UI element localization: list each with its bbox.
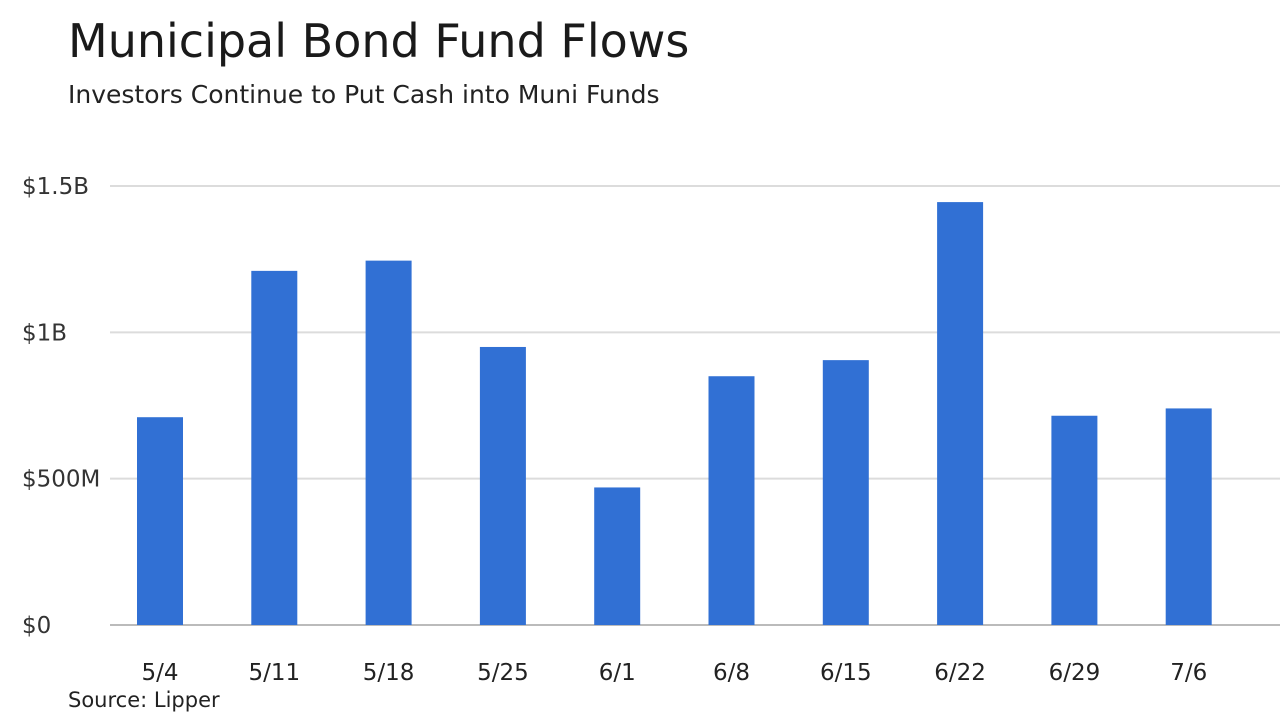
bar [479,346,526,625]
x-tick-label: 5/11 [248,660,300,686]
bar [937,202,984,625]
y-tick-label: $0 [22,613,51,639]
bar [137,417,183,625]
bar [1165,408,1212,625]
chart-title: Municipal Bond Fund Flows [68,14,690,68]
bar [365,260,412,625]
x-tick-label: 5/18 [363,660,415,686]
y-tick-label: $1.5B [22,174,89,200]
x-tick-label: 6/15 [820,660,872,686]
x-tick-label: 7/6 [1170,660,1207,686]
x-tick-label: 5/25 [477,660,529,686]
x-tick-label: 6/1 [599,660,636,686]
x-tick-label: 6/29 [1049,660,1101,686]
bar [251,270,298,625]
x-tick-label: 5/4 [141,660,178,686]
y-tick-label: $1B [22,320,67,346]
bar [594,487,641,625]
x-tick-label: 6/8 [713,660,750,686]
bar [822,360,869,625]
y-tick-label: $500M [22,467,100,493]
x-tick-label: 6/22 [934,660,986,686]
source-note: Source: Lipper [68,688,220,712]
bar [1051,415,1098,625]
bar [708,376,755,625]
chart-subtitle: Investors Continue to Put Cash into Muni… [68,80,660,109]
